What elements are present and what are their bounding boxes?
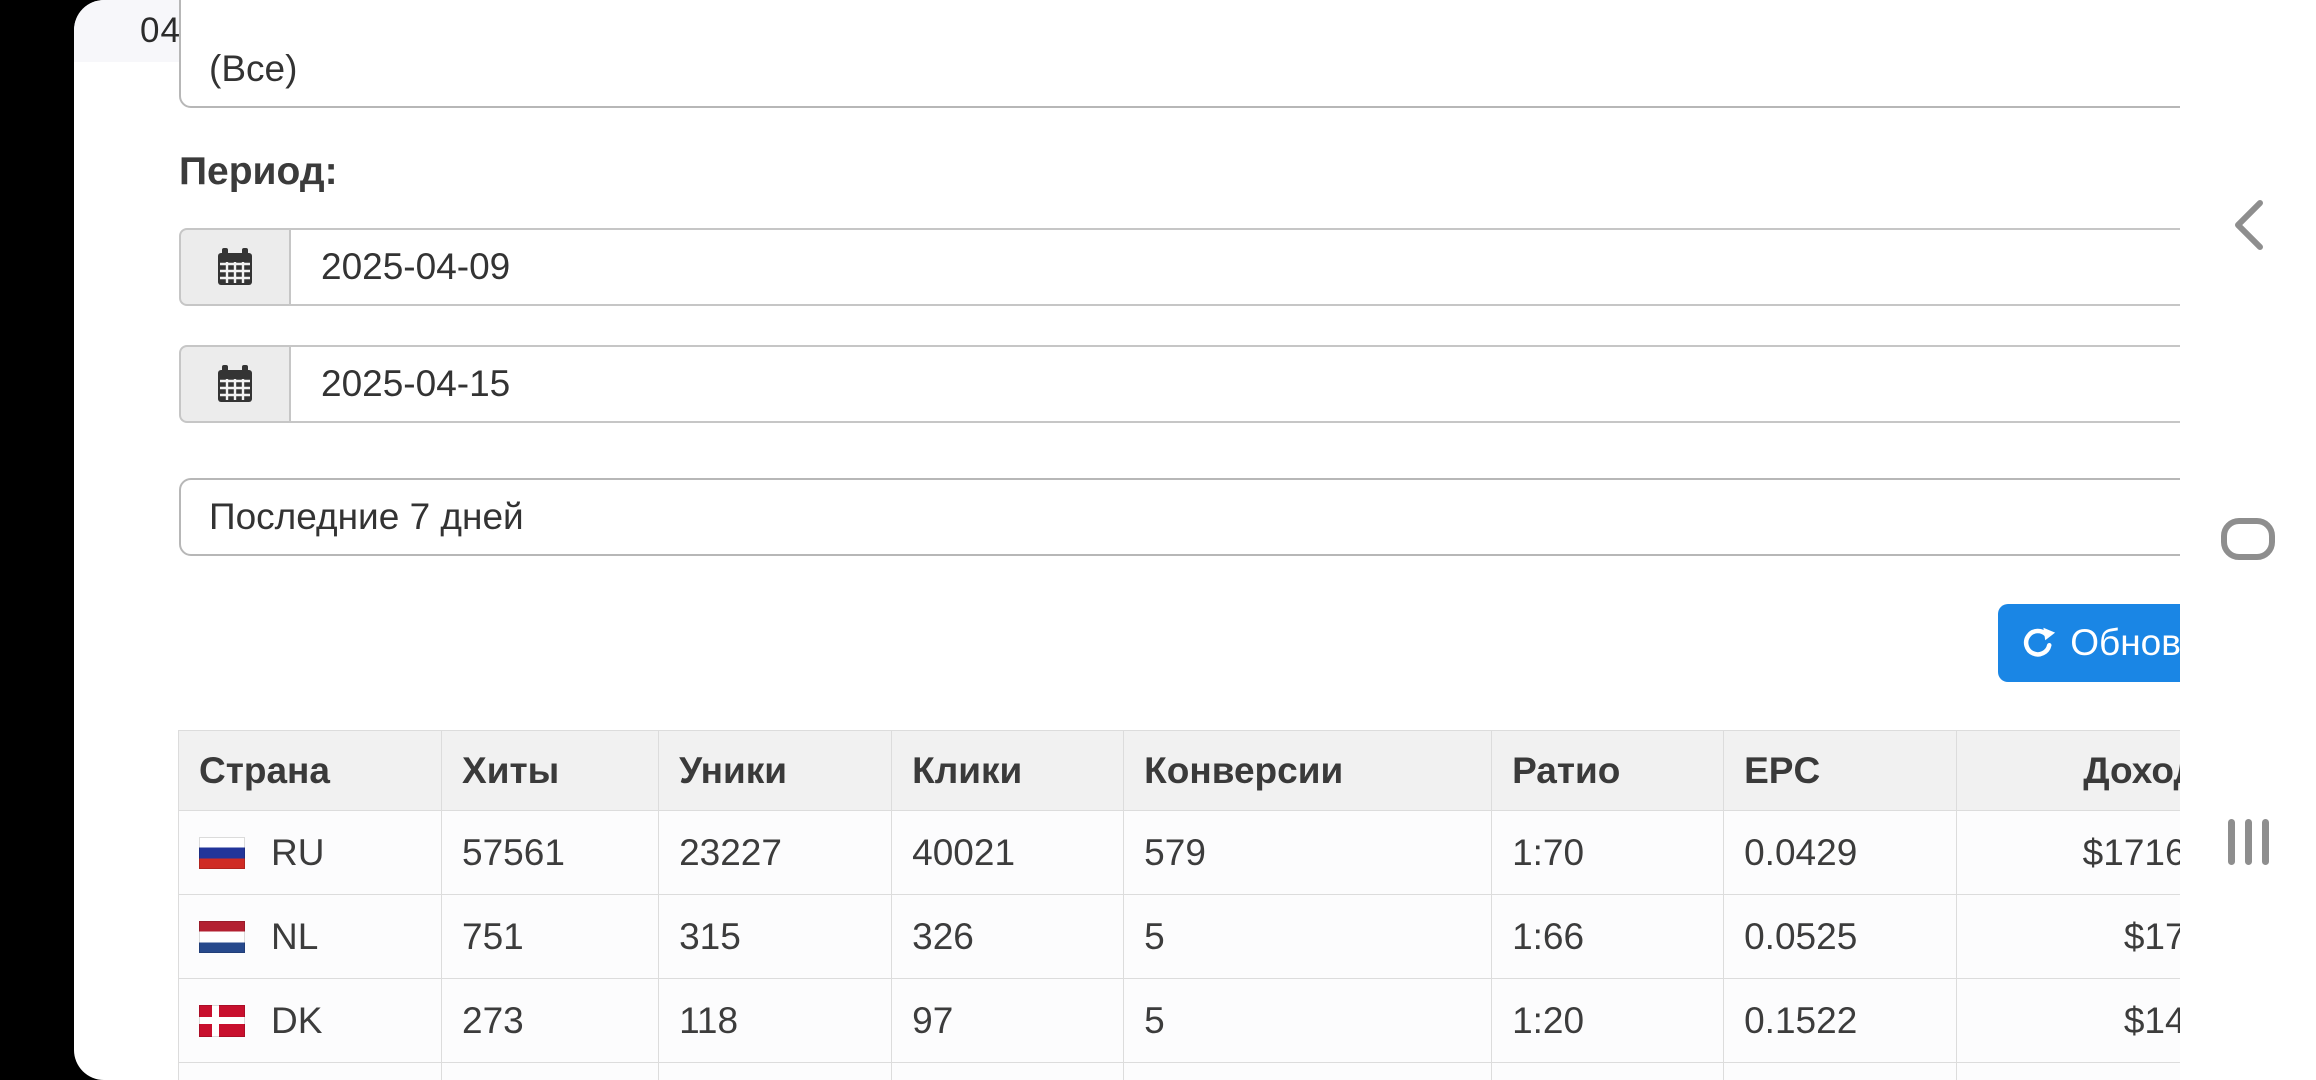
recents-button[interactable] [2180,787,2316,897]
table-row-ua: UA2101255152141:470.0932$14.52 [177,1062,2260,1080]
clicks-cell: 326 [891,894,1125,979]
ratio-cell: 1:47 [1491,1062,1725,1080]
column-header-label: Доход [2083,749,2197,791]
period-range-value: Последние 7 дней [209,496,524,537]
hits-cell: 273 [441,978,660,1063]
calendar-icon[interactable] [179,345,289,423]
country-code-label: DK [271,999,323,1041]
hits-cell: 751 [441,894,660,979]
clicks-cell: 97 [891,978,1125,1063]
country-cell: UA [177,1062,443,1080]
country-stats-table: Страна Хиты Уники Клики Конверсии Ратио EPC Дох… [177,730,2260,1080]
column-header[interactable]: EPC [1723,730,1958,811]
period-label: Период: [179,150,338,193]
column-header[interactable]: Конверсии [1123,730,1493,811]
country-cell: DK [177,978,443,1063]
hits-cell: 57561 [441,810,660,895]
epc-cell: 0.1522 [1723,978,1958,1063]
period-range-select[interactable]: Последние 7 дней ▼ [179,478,2260,556]
column-header[interactable]: Страна [177,730,443,811]
home-button[interactable] [2180,484,2316,594]
date-from-input[interactable] [289,228,2260,306]
column-header[interactable]: Клики [891,730,1125,811]
clicks-cell: 152 [891,1062,1125,1080]
uniques-cell: 118 [658,978,893,1063]
column-header[interactable]: Ратио [1491,730,1725,811]
date-to-group [179,345,2260,423]
android-navigation-bar [2180,0,2316,1080]
nl-flag-icon [199,920,245,953]
conversions-cell: 579 [1123,810,1493,895]
epc-cell: 0.0525 [1723,894,1958,979]
ratio-cell: 1:66 [1491,894,1725,979]
country-code-label: RU [271,831,325,873]
ru-flag-icon [199,836,245,869]
campaign-select-value: (Все) [209,48,298,89]
hits-cell: 2101 [441,1062,660,1080]
date-to-input[interactable] [289,345,2260,423]
uniques-cell: 315 [658,894,893,979]
refresh-icon [2020,625,2056,661]
table-row-ru: RU 57561 23227 40021 579 1:70 0.0429 $1716.02 [177,810,2260,895]
uniques-cell: 255 [658,1062,893,1080]
clicks-cell: 40021 [891,810,1125,895]
date-from-group [179,228,2260,306]
ratio-cell: 1:70 [1491,810,1725,895]
column-header[interactable]: Хиты [441,730,660,811]
conversions-cell: 5 [1123,978,1493,1063]
campaign-select[interactable]: (Все) ▼ [179,0,2260,108]
country-cell: NL [177,894,443,979]
country-code-label: NL [271,915,319,957]
country-cell: RU [177,810,443,895]
conversions-cell: 5 [1123,894,1493,979]
back-button[interactable] [2180,170,2316,280]
ratio-cell: 1:20 [1491,978,1725,1063]
epc-cell: 0.0932 [1723,1062,1958,1080]
column-header[interactable]: Уники [658,730,893,811]
calendar-icon[interactable] [179,228,289,306]
uniques-cell: 23227 [658,810,893,895]
dk-flag-icon [199,1004,245,1037]
browser-app-window: 04:06 Vo)) LTE 45 [74,0,2316,1080]
epc-cell: 0.0429 [1723,810,1958,895]
conversions-cell: 14 [1123,1062,1493,1080]
